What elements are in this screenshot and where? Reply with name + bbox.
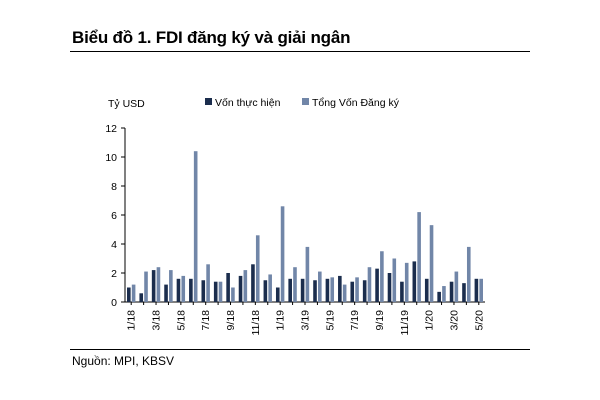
bar-tong-von-dang-ky — [404, 262, 409, 302]
bar-von-thuc-hien — [263, 280, 268, 302]
y-axis: 0 2 4 6 8 10 12 — [105, 123, 126, 309]
legend-swatch-von-thuc-hien — [205, 98, 212, 105]
bar-tong-von-dang-ky — [268, 274, 272, 302]
y-tick-label: 8 — [111, 181, 117, 193]
x-tick-label: 5/19 — [324, 310, 336, 331]
bar-tong-von-dang-ky — [466, 246, 471, 302]
bar-tong-von-dang-ky — [392, 258, 397, 302]
bar-von-thuc-hien — [313, 280, 317, 302]
x-tick-label: 1/20 — [424, 310, 436, 331]
bar-tong-von-dang-ky — [181, 275, 186, 302]
x-tick-label: 1/18 — [126, 310, 138, 331]
y-axis-label: Tỷ USD — [108, 98, 145, 110]
bar-von-thuc-hien — [226, 273, 230, 302]
bar-von-thuc-hien — [412, 261, 417, 302]
x-tick-label: 9/19 — [374, 310, 386, 331]
bar-von-thuc-hien — [400, 281, 404, 302]
x-tick-label: 3/19 — [300, 310, 312, 331]
y-tick-label: 10 — [105, 152, 117, 164]
legend-label-von-thuc-hien: Vốn thực hiện — [215, 97, 281, 109]
bar-tong-von-dang-ky — [330, 277, 335, 302]
bars — [127, 151, 483, 302]
x-tick-label: 1/19 — [275, 310, 287, 331]
source-rule — [70, 349, 530, 350]
bar-tong-von-dang-ky — [144, 271, 148, 302]
bar-von-thuc-hien — [387, 273, 392, 302]
bar-von-thuc-hien — [213, 281, 218, 302]
x-tick-label: 11/19 — [399, 310, 411, 336]
x-tick-label: 5/20 — [473, 310, 485, 331]
bar-von-thuc-hien — [176, 278, 181, 302]
bar-von-thuc-hien — [449, 281, 454, 302]
bar-von-thuc-hien — [288, 278, 292, 302]
bar-tong-von-dang-ky — [193, 151, 198, 302]
bar-tong-von-dang-ky — [280, 206, 285, 302]
bar-tong-von-dang-ky — [429, 225, 434, 302]
bar-von-thuc-hien — [362, 280, 367, 302]
bar-tong-von-dang-ky — [367, 267, 372, 302]
bar-von-thuc-hien — [164, 284, 168, 302]
bar-von-thuc-hien — [151, 270, 156, 302]
y-tick-label: 4 — [111, 239, 117, 251]
bar-von-thuc-hien — [437, 291, 441, 302]
x-axis: 1/18 3/18 5/18 7/18 9/18 11/18 1/19 3/19 5/19 7/1… — [125, 301, 485, 336]
bar-von-thuc-hien — [375, 268, 379, 302]
bar-von-thuc-hien — [127, 287, 131, 302]
bar-tong-von-dang-ky — [479, 278, 483, 302]
x-tick-label: 9/18 — [225, 310, 237, 331]
x-tick-label: 3/20 — [448, 310, 460, 331]
y-tick-label: 6 — [111, 210, 117, 222]
bar-tong-von-dang-ky — [169, 270, 173, 302]
bar-tong-von-dang-ky — [206, 264, 210, 302]
bar-von-thuc-hien — [139, 293, 144, 302]
legend: Vốn thực hiện Tổng Vốn Đăng ký — [205, 97, 400, 109]
bar-tong-von-dang-ky — [305, 246, 310, 302]
x-tick-label: 7/19 — [349, 310, 361, 331]
bar-von-thuc-hien — [251, 264, 255, 302]
bar-von-thuc-hien — [238, 275, 243, 302]
bar-tong-von-dang-ky — [231, 287, 235, 302]
bar-von-thuc-hien — [201, 280, 206, 302]
bar-von-thuc-hien — [462, 283, 466, 302]
bar-von-thuc-hien — [338, 275, 342, 302]
bar-tong-von-dang-ky — [218, 281, 223, 302]
legend-label-tong-von-dang-ky: Tổng Vốn Đăng ký — [312, 97, 400, 109]
bar-tong-von-dang-ky — [255, 235, 260, 302]
bar-tong-von-dang-ky — [442, 286, 446, 302]
bar-von-thuc-hien — [474, 278, 479, 302]
chart-title: Biểu đồ 1. FDI đăng ký và giải ngân — [72, 28, 351, 47]
x-tick-label: 7/18 — [200, 310, 212, 331]
bar-von-thuc-hien — [300, 278, 305, 302]
bar-tong-von-dang-ky — [293, 267, 297, 302]
x-tick-label: 3/18 — [151, 310, 163, 331]
source-note: Nguồn: MPI, KBSV — [72, 354, 175, 368]
bar-tong-von-dang-ky — [417, 212, 421, 302]
bar-von-thuc-hien — [189, 278, 193, 302]
bar-von-thuc-hien — [424, 278, 429, 302]
title-rule — [70, 51, 530, 52]
bar-tong-von-dang-ky — [156, 267, 161, 302]
bar-tong-von-dang-ky — [131, 284, 136, 302]
bar-tong-von-dang-ky — [342, 284, 347, 302]
bar-von-thuc-hien — [350, 281, 355, 302]
x-tick-label: 5/18 — [175, 310, 187, 331]
y-tick-label: 12 — [105, 123, 117, 135]
bar-tong-von-dang-ky — [454, 271, 459, 302]
bar-von-thuc-hien — [275, 287, 280, 302]
bar-von-thuc-hien — [325, 278, 330, 302]
x-tick-label: 11/18 — [250, 310, 262, 336]
y-tick-label: 2 — [111, 268, 117, 280]
bar-tong-von-dang-ky — [243, 270, 248, 302]
y-tick-label: 0 — [111, 297, 117, 309]
legend-swatch-tong-von-dang-ky — [302, 98, 309, 105]
bar-tong-von-dang-ky — [355, 277, 359, 302]
bar-tong-von-dang-ky — [318, 271, 322, 302]
bar-tong-von-dang-ky — [380, 251, 384, 302]
